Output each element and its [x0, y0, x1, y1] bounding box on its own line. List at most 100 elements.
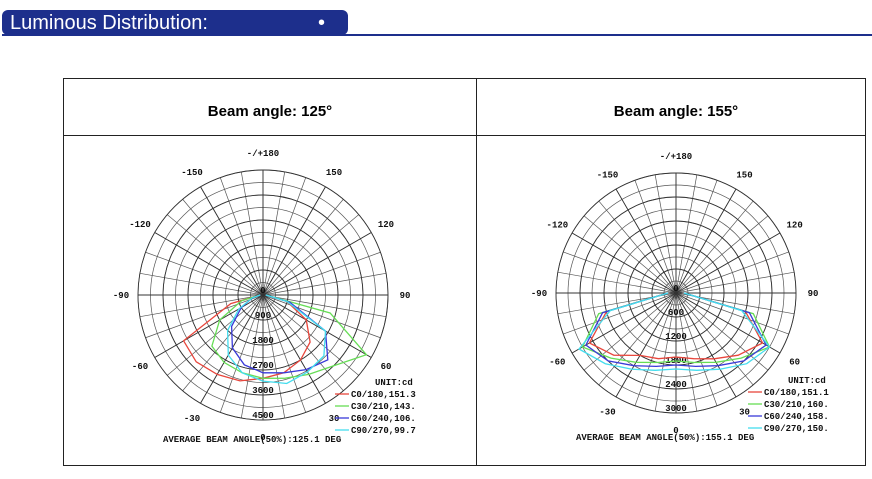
minor-spoke — [262, 199, 344, 296]
angle-tick-label: -120 — [547, 221, 569, 231]
angle-grid-line — [200, 186, 264, 296]
legend-label: C30/210,160. — [764, 400, 829, 410]
angle-tick-label: -90 — [113, 291, 129, 301]
r-tick-label: 1800 — [252, 336, 274, 346]
minor-spoke — [675, 215, 769, 294]
angle-grid-line — [262, 232, 372, 296]
r-tick-label: 4500 — [252, 411, 274, 421]
angle-tick-label: -30 — [184, 414, 200, 424]
minor-spoke — [262, 251, 381, 296]
minor-spoke — [240, 171, 264, 296]
angle-grid-line — [262, 294, 326, 404]
minor-spoke — [145, 251, 264, 296]
r-tick-label: 900 — [255, 311, 271, 321]
beam-note: AVERAGE BEAM ANGLE(50%):125.1 DEG — [163, 435, 341, 445]
minor-spoke — [262, 294, 344, 391]
angle-grid-line — [262, 294, 372, 358]
curve — [211, 294, 368, 379]
minor-spoke — [675, 292, 698, 412]
angle-tick-label: -60 — [132, 362, 148, 372]
header-bullet: • — [318, 12, 325, 34]
angle-grid-line — [675, 292, 737, 398]
angle-grid-line — [154, 294, 264, 358]
r-tick-label: 2400 — [665, 380, 687, 390]
header-title: Luminous Distribution: — [10, 12, 208, 34]
minor-spoke — [654, 292, 677, 412]
minor-spoke — [675, 292, 769, 371]
beam-note: AVERAGE BEAM ANGLE(50%):155.1 DEG — [576, 433, 754, 443]
curve — [230, 294, 329, 374]
minor-spoke — [219, 177, 264, 296]
angle-tick-label: -/+180 — [247, 149, 279, 159]
minor-spoke — [262, 294, 381, 339]
r-tick-label: 3600 — [252, 386, 274, 396]
angle-tick-label: -120 — [129, 220, 151, 230]
minor-spoke — [563, 292, 677, 335]
minor-spoke — [675, 292, 718, 406]
minor-spoke — [182, 199, 264, 296]
unit-label: UNIT:cd — [375, 378, 413, 388]
minor-spoke — [262, 294, 387, 318]
angle-tick-label: 90 — [808, 289, 819, 299]
minor-spoke — [675, 200, 754, 294]
angle-grid-line — [615, 292, 677, 398]
minor-spoke — [598, 200, 677, 294]
angle-tick-label: -/+180 — [660, 152, 692, 162]
curve — [588, 292, 764, 360]
r-tick-label: 2700 — [252, 361, 274, 371]
angle-tick-label: 150 — [736, 170, 752, 180]
legend-label: C60/240,158. — [764, 412, 829, 422]
minor-spoke — [139, 294, 264, 318]
minor-spoke — [219, 294, 264, 413]
curve — [226, 294, 327, 385]
angle-grid-line — [571, 232, 677, 294]
minor-spoke — [182, 294, 264, 391]
minor-spoke — [145, 294, 264, 339]
angle-grid-line — [262, 186, 326, 296]
minor-spoke — [675, 174, 698, 294]
minor-spoke — [557, 271, 677, 294]
minor-spoke — [675, 292, 754, 386]
minor-spoke — [139, 272, 264, 296]
legend-label: C0/180,151.3 — [351, 390, 416, 400]
minor-spoke — [262, 177, 307, 296]
angle-tick-label: 60 — [789, 358, 800, 368]
minor-spoke — [167, 214, 264, 296]
angle-tick-label: 0 — [673, 426, 678, 436]
minor-spoke — [583, 215, 677, 294]
minor-spoke — [262, 214, 359, 296]
minor-spoke — [654, 174, 677, 294]
angle-grid-line — [200, 294, 264, 404]
angle-grid-line — [675, 188, 737, 294]
angle-tick-label: 30 — [329, 414, 340, 424]
r-tick-label: 0 — [260, 286, 265, 296]
angle-tick-label: -60 — [549, 358, 565, 368]
minor-spoke — [240, 294, 264, 419]
angle-tick-label: 120 — [378, 220, 394, 230]
minor-spoke — [262, 171, 286, 296]
minor-spoke — [675, 292, 789, 335]
legend-label: C90/270,150. — [764, 424, 829, 434]
chart-title: Beam angle: 125° — [208, 103, 332, 120]
angle-tick-label: -30 — [599, 408, 615, 418]
minor-spoke — [634, 180, 677, 294]
legend-label: C0/180,151.1 — [764, 388, 829, 398]
r-tick-label: 600 — [668, 308, 684, 318]
angle-grid-line — [615, 188, 677, 294]
chart-title: Beam angle: 155° — [614, 103, 738, 120]
r-tick-label: 0 — [673, 284, 678, 294]
angle-tick-label: 60 — [381, 362, 392, 372]
minor-spoke — [598, 292, 677, 386]
angle-tick-label: 120 — [787, 221, 803, 231]
angle-grid-line — [675, 232, 781, 294]
minor-spoke — [675, 251, 789, 294]
header-bar — [2, 10, 348, 35]
angle-tick-label: -150 — [597, 170, 619, 180]
minor-spoke — [262, 294, 307, 413]
angle-tick-label: -150 — [181, 168, 203, 178]
angle-tick-label: -90 — [531, 289, 547, 299]
angle-tick-label: 30 — [739, 408, 750, 418]
minor-spoke — [262, 272, 387, 296]
unit-label: UNIT:cd — [788, 376, 826, 386]
